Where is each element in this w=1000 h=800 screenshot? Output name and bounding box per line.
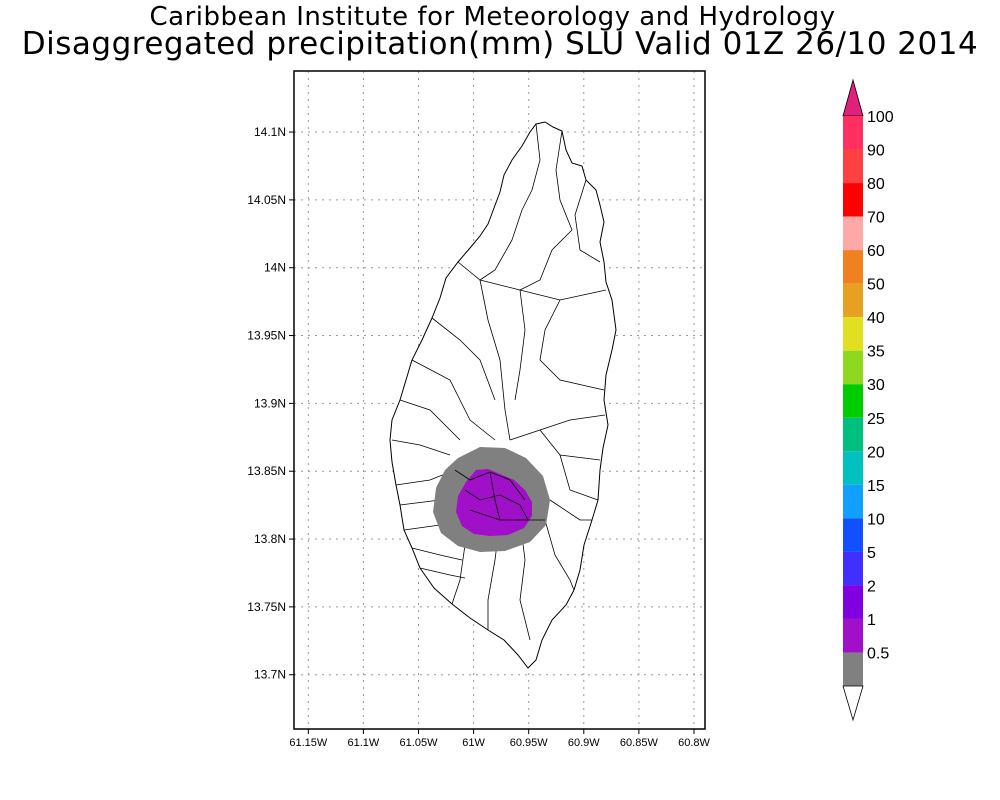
colorbar-label: 0.5 bbox=[867, 645, 889, 662]
colorbar-segment bbox=[843, 484, 863, 519]
colorbar-label: 15 bbox=[867, 478, 885, 495]
colorbar-segment bbox=[843, 384, 863, 418]
lat-tick-label: 13.7N bbox=[254, 668, 286, 682]
map-frame bbox=[293, 70, 706, 730]
lat-tick-label: 13.9N bbox=[254, 396, 286, 410]
island-outline bbox=[389, 121, 617, 669]
product-title: Disaggregated precipitation(mm) SLU Vali… bbox=[21, 26, 979, 62]
saint-lucia-island bbox=[389, 121, 617, 669]
colorbar-label: 50 bbox=[867, 277, 885, 294]
colorbar-segment bbox=[843, 250, 863, 284]
lon-tick-label: 60.8W bbox=[678, 737, 710, 749]
watershed-lines-over-contours bbox=[454, 469, 545, 521]
colorbar-label: 100 bbox=[867, 109, 894, 126]
colorbar-segment bbox=[843, 652, 863, 686]
colorbar-label: 35 bbox=[867, 344, 885, 361]
colorbar-segment bbox=[843, 317, 863, 351]
colorbar-label: 20 bbox=[867, 444, 885, 461]
lat-tick-label: 14.1N bbox=[254, 125, 286, 139]
colorbar-segment bbox=[843, 183, 863, 217]
contour-1-to-2 bbox=[456, 469, 532, 536]
lon-tick-label: 61.15W bbox=[289, 737, 328, 749]
colorbar-segment bbox=[843, 518, 863, 552]
colorbar-label: 10 bbox=[867, 511, 885, 528]
colorbar-label: 40 bbox=[867, 310, 885, 327]
lon-tick-label: 61W bbox=[462, 737, 485, 749]
colorbar-segment bbox=[843, 417, 863, 452]
lat-tick-label: 13.85N bbox=[247, 464, 286, 478]
lat-tick-label: 13.95N bbox=[247, 329, 286, 343]
lat-tick-label: 14N bbox=[264, 261, 286, 275]
lon-tick-label: 60.9W bbox=[568, 737, 600, 749]
axis-labels: 61.15W 61.1W 61.05W 61W 60.95W 60.9W 60.85W 60.… bbox=[247, 125, 710, 749]
lon-tick-label: 60.95W bbox=[510, 737, 549, 749]
lon-tick-label: 61.1W bbox=[348, 737, 380, 749]
colorbar-label: 70 bbox=[867, 210, 885, 227]
colorbar-segment bbox=[843, 216, 863, 251]
lon-tick-label: 60.85W bbox=[620, 737, 659, 749]
colorbar-segment bbox=[843, 283, 863, 318]
colorbar-label: 2 bbox=[867, 578, 876, 595]
colorbar-label: 30 bbox=[867, 377, 885, 394]
lat-tick-label: 13.75N bbox=[247, 600, 286, 614]
colorbar-segment bbox=[843, 551, 863, 586]
lat-tick-label: 14.05N bbox=[247, 193, 286, 207]
colorbar-segment bbox=[843, 618, 863, 653]
lat-tick-label: 13.8N bbox=[254, 532, 286, 546]
colorbar-segment bbox=[843, 585, 863, 619]
lon-tick-label: 61.05W bbox=[400, 737, 439, 749]
precipitation-contours bbox=[433, 447, 550, 552]
colorbar-label: 60 bbox=[867, 243, 885, 260]
colorbar-label: 80 bbox=[867, 176, 885, 193]
colorbar-segment bbox=[843, 116, 863, 150]
colorbar-segment bbox=[843, 451, 863, 485]
colorbar-label: 1 bbox=[867, 612, 876, 629]
colorbar-label: 5 bbox=[867, 545, 876, 562]
chart-header: Caribbean Institute for Meteorology and … bbox=[0, 0, 1000, 70]
institution-title: Caribbean Institute for Meteorology and … bbox=[149, 2, 836, 32]
colorbar-label: 90 bbox=[867, 143, 885, 160]
colorbar-segment bbox=[843, 149, 863, 184]
colorbar: 100 90 80 70 60 50 40 35 30 25 20 15 10 5 2 1 0.5 bbox=[842, 78, 894, 722]
colorbar-bottom-arrow bbox=[842, 685, 864, 722]
colorbar-segment bbox=[843, 350, 863, 385]
colorbar-top-arrow bbox=[842, 78, 864, 117]
colorbar-label: 25 bbox=[867, 411, 885, 428]
